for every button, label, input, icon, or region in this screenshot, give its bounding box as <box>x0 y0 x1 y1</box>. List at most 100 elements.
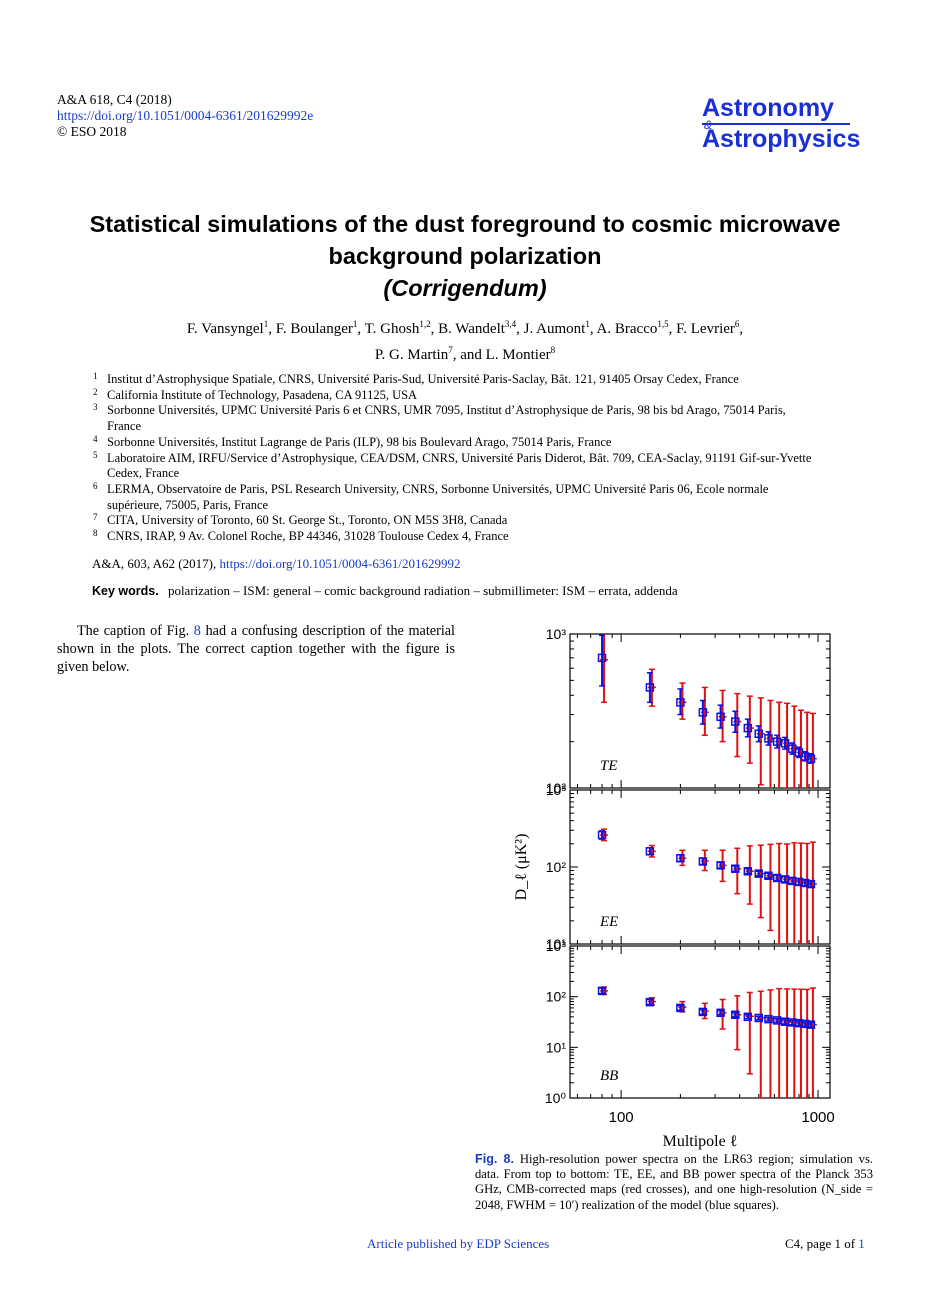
page-number: C4, page 1 of 1 <box>785 1236 865 1252</box>
author-affiliation-mark: 1,2 <box>419 319 431 329</box>
y-tick-label: 10² <box>546 859 567 875</box>
affiliation-text: Sorbonne Universités, Institut Lagrange … <box>107 434 612 449</box>
affiliation-item: 1 Institut d’Astrophysique Spatiale, CNRS… <box>93 371 813 388</box>
y-tick-label: 10² <box>546 989 567 1005</box>
model-point <box>806 879 816 889</box>
model-point <box>794 1018 804 1028</box>
affiliation-number: 6 <box>93 480 98 491</box>
affiliation-item: 7 CITA, University of Toronto, 60 St. Geo… <box>93 512 813 529</box>
y-tick-label: 10¹ <box>546 936 567 952</box>
original-ref-text: A&A, 603, A62 (2017), <box>92 556 217 571</box>
affiliation-text: CITA, University of Toronto, 60 St. Geor… <box>107 513 508 528</box>
model-point <box>676 1003 685 1013</box>
author-list: F. Vansyngel1, F. Boulanger1, T. Ghosh1,… <box>80 314 850 366</box>
affiliation-number: 7 <box>93 512 98 523</box>
author-affiliation-mark: 3,4 <box>504 319 517 329</box>
panel-marks <box>597 634 817 788</box>
model-point <box>676 698 685 707</box>
title-corrigendum: (Corrigendum) <box>383 275 547 301</box>
x-tick-label: 1000 <box>801 1109 834 1126</box>
y-tick-label: 10⁰ <box>545 1090 567 1106</box>
body-paragraph: The caption of Fig. 8 had a confusing de… <box>57 622 455 676</box>
model-point <box>597 986 607 996</box>
model-point <box>764 734 773 743</box>
figure-caption: Fig. 8. High-resolution power spectra on… <box>475 1152 873 1213</box>
author-name: J. Aumont <box>523 321 586 337</box>
keywords-text: polarization – ISM: general – comic back… <box>167 583 678 598</box>
authors-line1: F. Vansyngel1, F. Boulanger1, T. Ghosh1,… <box>186 319 744 337</box>
journal-logo: Astronomy & Astrophysics <box>702 94 872 153</box>
y-tick-label: 10³ <box>546 782 567 798</box>
model-point <box>806 1020 816 1029</box>
model-point <box>716 861 725 870</box>
affiliation-number: 1 <box>93 371 98 381</box>
copyright: © ESO 2018 <box>57 124 127 139</box>
affiliation-text: Institut d’Astrophysique Spatiale, CNRS,… <box>107 372 739 386</box>
model-point <box>731 1010 740 1019</box>
citation: A&A 618, C4 (2018) <box>57 92 172 107</box>
affiliation-item: 8 CNRS, IRAP, 9 Av. Colonel Roche, BP 443… <box>93 528 813 545</box>
y-tick-label: 10¹ <box>546 1039 567 1055</box>
model-point <box>743 867 753 876</box>
page-total[interactable]: 1 <box>858 1236 865 1251</box>
body-text-2: had a confusing description of the mater… <box>57 623 455 675</box>
author-name: B. Wandelt <box>438 321 505 337</box>
author-affiliation-mark: 1,5 <box>657 319 669 329</box>
model-point <box>754 1013 764 1023</box>
panel-frame <box>569 945 831 1099</box>
affiliation-number: 5 <box>93 449 98 460</box>
y-axis-label: D_ℓ (μK²) <box>513 834 530 901</box>
affiliation-item: 4 Sorbonne Universités, Institut Lagrange… <box>93 434 813 451</box>
caption-text: High-resolution power spectra on the LR6… <box>475 1152 873 1212</box>
panel-frame <box>569 633 831 789</box>
publisher-footer[interactable]: Article published by EDP Sciences <box>367 1236 550 1251</box>
model-point <box>698 857 708 866</box>
model-point <box>754 869 764 878</box>
author-affiliation-mark: 1 <box>352 319 358 329</box>
x-tick-label: 100 <box>609 1109 634 1126</box>
original-doi-link[interactable]: https://doi.org/10.1051/0004-6361/201629… <box>219 556 461 571</box>
affiliation-item: 2 California Institute of Technology, Pas… <box>93 386 813 404</box>
model-point <box>645 847 655 856</box>
journal-line2: Astrophysics <box>702 125 861 153</box>
author-name: A. Bracco <box>596 321 658 337</box>
model-point <box>764 1014 773 1024</box>
author-affiliation-mark: 7 <box>448 345 453 355</box>
title-line2: background polarization <box>328 243 602 269</box>
author-name: F. Boulanger <box>275 321 353 337</box>
page-prefix: C4, page 1 of <box>785 1236 856 1251</box>
panel-marks <box>597 986 817 1098</box>
authors-line2: P. G. Martin7, and L. Montier8 <box>374 345 556 363</box>
author-name: P. G. Martin <box>374 347 449 363</box>
y-tick-label: 10³ <box>546 626 567 642</box>
keywords-label: Key words. <box>92 584 159 598</box>
caption-figure-label[interactable]: Fig. 8. <box>475 1152 515 1166</box>
model-point <box>698 708 708 717</box>
x-axis-label: Multipole ℓ <box>663 1133 738 1150</box>
figure-link[interactable]: 8 <box>193 623 201 639</box>
affiliation-text: LERMA, Observatoire de Paris, PSL Resear… <box>107 481 769 512</box>
model-point <box>731 717 740 726</box>
model-point <box>716 1008 725 1018</box>
affiliation-item: 3 Sorbonne Universités, UPMC Université P… <box>93 402 813 434</box>
model-point <box>800 878 810 888</box>
panel-bb: 10⁰ 10¹ 10² 10³ BB <box>545 938 831 1106</box>
author-affiliation-mark: 1 <box>263 319 269 329</box>
y-tick-label: 10² <box>546 780 567 796</box>
model-point <box>806 754 816 763</box>
paper-title: Statistical simulations of the dust fore… <box>40 208 890 304</box>
affiliation-item: 6 LERMA, Observatoire de Paris, PSL Resea… <box>93 480 813 513</box>
model-point <box>743 723 753 733</box>
journal-amp: & <box>704 118 713 132</box>
body-text-1: The caption of Fig. <box>77 623 190 639</box>
panel-label: TE <box>600 758 618 774</box>
doi-link[interactable]: https://doi.org/10.1051/0004-6361/201629… <box>57 108 314 123</box>
model-point <box>780 739 790 748</box>
panel-marks <box>597 828 817 944</box>
affiliation-item: 5 Laboratoire AIM, IRFU/Service d’Astroph… <box>93 449 813 482</box>
affiliation-number: 2 <box>93 386 98 397</box>
model-point <box>772 873 782 883</box>
affiliation-list: 1 Institut d’Astrophysique Spatiale, CNRS… <box>93 371 813 545</box>
author-name: F. Levrier <box>676 321 735 337</box>
author-affiliation-mark: 1 <box>585 319 590 329</box>
